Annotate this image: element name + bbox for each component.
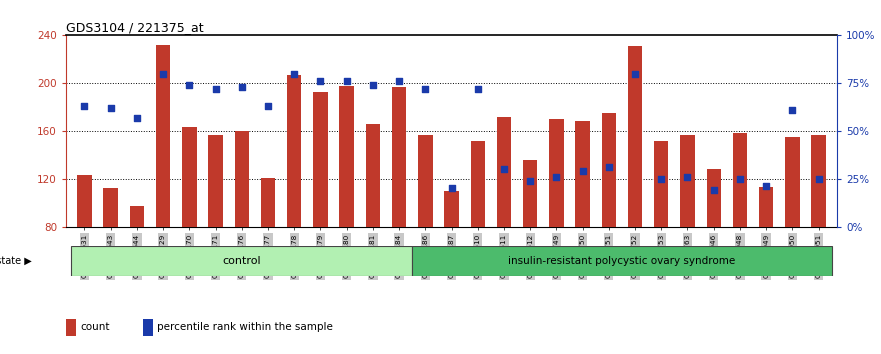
- Point: [339, 79, 353, 84]
- Bar: [78, 175, 92, 227]
- Point: [156, 71, 170, 76]
- FancyBboxPatch shape: [71, 246, 412, 276]
- Point: [392, 79, 406, 84]
- Point: [314, 79, 328, 84]
- Point: [628, 71, 642, 76]
- Bar: [811, 135, 825, 227]
- Text: GDS3104 / 221375_at: GDS3104 / 221375_at: [66, 21, 204, 34]
- Bar: [287, 75, 301, 227]
- Bar: [628, 46, 642, 227]
- Point: [785, 107, 799, 113]
- Bar: [444, 191, 459, 227]
- Bar: [733, 133, 747, 227]
- Point: [366, 82, 380, 88]
- Bar: [523, 160, 537, 227]
- Point: [655, 176, 669, 182]
- Bar: [182, 127, 196, 227]
- Text: percentile rank within the sample: percentile rank within the sample: [157, 322, 333, 332]
- Point: [680, 174, 694, 180]
- Bar: [602, 113, 616, 227]
- Bar: [785, 137, 800, 227]
- Text: control: control: [222, 256, 261, 266]
- Point: [444, 185, 458, 191]
- Text: insulin-resistant polycystic ovary syndrome: insulin-resistant polycystic ovary syndr…: [508, 256, 736, 266]
- Bar: [156, 45, 170, 227]
- Text: disease state ▶: disease state ▶: [0, 256, 32, 266]
- Point: [287, 71, 301, 76]
- Point: [261, 103, 275, 109]
- Bar: [339, 86, 354, 227]
- Bar: [392, 87, 406, 227]
- Bar: [680, 135, 695, 227]
- Bar: [208, 135, 223, 227]
- Bar: [707, 169, 721, 227]
- Point: [130, 115, 144, 120]
- FancyBboxPatch shape: [412, 246, 832, 276]
- Text: count: count: [80, 322, 109, 332]
- Point: [575, 168, 589, 174]
- Bar: [575, 121, 589, 227]
- Point: [602, 165, 616, 170]
- Bar: [654, 141, 669, 227]
- Point: [733, 176, 747, 182]
- Point: [234, 84, 248, 90]
- Point: [418, 86, 433, 92]
- Bar: [366, 124, 380, 227]
- Point: [182, 82, 196, 88]
- Bar: [261, 178, 275, 227]
- Point: [550, 174, 564, 180]
- Bar: [759, 187, 774, 227]
- Bar: [234, 131, 249, 227]
- Point: [497, 166, 511, 172]
- Point: [811, 176, 825, 182]
- Bar: [314, 92, 328, 227]
- Point: [78, 103, 92, 109]
- Point: [759, 184, 774, 189]
- Point: [104, 105, 118, 111]
- Bar: [143, 319, 153, 336]
- Point: [470, 86, 485, 92]
- Bar: [549, 119, 564, 227]
- Point: [209, 86, 223, 92]
- Bar: [66, 319, 76, 336]
- Bar: [470, 141, 485, 227]
- Bar: [418, 135, 433, 227]
- Bar: [103, 188, 118, 227]
- Point: [707, 187, 721, 193]
- Bar: [497, 116, 511, 227]
- Bar: [130, 206, 144, 227]
- Point: [523, 178, 537, 183]
